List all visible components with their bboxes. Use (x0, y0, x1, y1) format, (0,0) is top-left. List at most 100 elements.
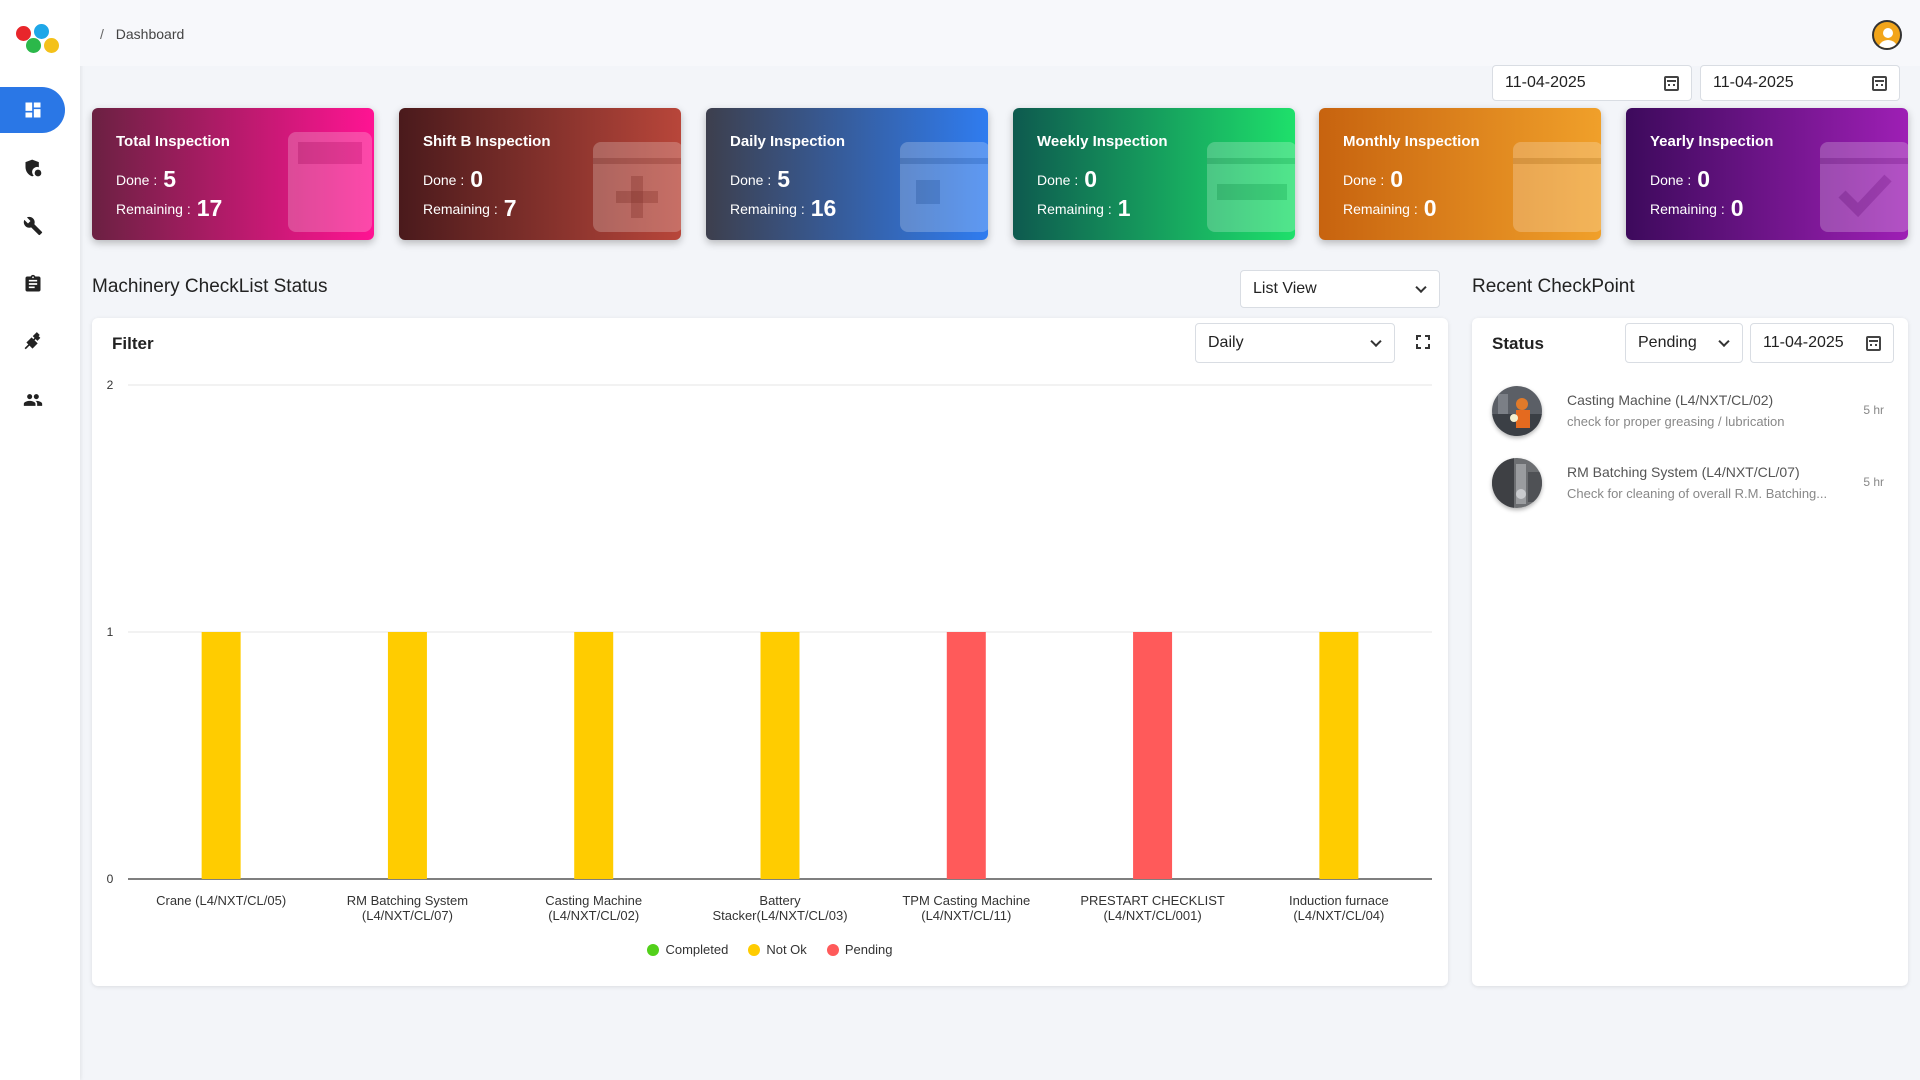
calendar-plus-icon (589, 128, 681, 236)
nav-tools[interactable] (0, 319, 65, 365)
top-bar: / Dashboard (80, 0, 1920, 66)
y-tick-label: 0 (107, 872, 114, 886)
calculator-icon (282, 128, 374, 236)
date-to-value: 11-04-2025 (1713, 74, 1794, 91)
calendar-week-icon (1203, 128, 1295, 236)
legend-label: Not Ok (766, 942, 807, 957)
status-select[interactable]: Pending (1625, 323, 1743, 363)
card-remaining-label: Remaining : (116, 201, 191, 217)
x-tick-label: Battery (759, 893, 801, 908)
card-title: Weekly Inspection (1037, 133, 1168, 150)
card-remaining-value: 0 (1423, 195, 1437, 221)
card-remaining-value: 0 (1730, 195, 1744, 221)
legend-dot-icon (647, 943, 660, 956)
card-done-label: Done : (423, 172, 465, 188)
summary-card[interactable]: Yearly Inspection Done : 0 Remaining : 0 (1626, 108, 1908, 240)
x-tick-label: Casting Machine (545, 893, 642, 908)
card-done-value: 5 (777, 166, 791, 192)
card-remaining-label: Remaining : (1037, 201, 1112, 217)
legend-item[interactable]: Not Ok (748, 942, 807, 957)
card-title: Monthly Inspection (1343, 133, 1480, 150)
x-tick-label: (L4/NXT/CL/11) (921, 908, 1011, 923)
card-done-value: 0 (470, 166, 484, 192)
wrench-icon (23, 216, 42, 236)
nav-users[interactable] (0, 377, 65, 423)
chart-bar[interactable] (574, 632, 614, 879)
chart-bar[interactable] (387, 632, 427, 879)
calendar-icon[interactable] (1866, 336, 1881, 351)
period-select[interactable]: Daily (1195, 323, 1395, 363)
recent-panel: Status Pending 11-04-2025 Casting Machin… (1472, 318, 1908, 986)
period-value: Daily (1208, 334, 1244, 351)
sidebar (0, 0, 80, 1080)
breadcrumb-separator: / (100, 26, 104, 42)
legend-dot-icon (748, 943, 761, 956)
card-remaining-label: Remaining : (1650, 201, 1725, 217)
nav-dashboard[interactable] (0, 87, 65, 133)
nav-security[interactable] (0, 145, 65, 191)
view-mode-value: List View (1253, 280, 1317, 297)
x-tick-label: Stacker(L4/NXT/CL/03) (712, 908, 847, 923)
calendar-icon[interactable] (1664, 76, 1679, 91)
breadcrumb-current[interactable]: Dashboard (115, 26, 185, 42)
x-tick-label: (L4/NXT/CL/001) (1103, 908, 1201, 923)
calendar-day-icon (896, 128, 988, 236)
user-avatar[interactable] (1872, 20, 1902, 50)
status-label: Status (1492, 334, 1544, 353)
legend-dot-icon (826, 943, 839, 956)
x-tick-label: PRESTART CHECKLIST (1080, 893, 1225, 908)
card-title: Yearly Inspection (1650, 133, 1774, 150)
chart-bar[interactable] (201, 632, 241, 879)
shield-gear-icon (25, 159, 41, 177)
summary-card[interactable]: Daily Inspection Done : 5 Remaining : 16 (706, 108, 988, 240)
filter-label: Filter (112, 334, 154, 353)
legend-item[interactable]: Completed (647, 942, 728, 957)
card-done-value: 0 (1390, 166, 1404, 192)
card-done-label: Done : (730, 172, 772, 188)
card-remaining: Remaining : 1 (1037, 195, 1131, 222)
date-from-input[interactable]: 11-04-2025 (1492, 65, 1692, 101)
card-remaining-label: Remaining : (423, 201, 498, 217)
calendar-icon[interactable] (1872, 76, 1887, 91)
card-done-label: Done : (1037, 172, 1079, 188)
card-remaining: Remaining : 0 (1343, 195, 1437, 222)
card-done-label: Done : (1650, 172, 1692, 188)
summary-card[interactable]: Weekly Inspection Done : 0 Remaining : 1 (1013, 108, 1295, 240)
users-icon (23, 394, 42, 406)
checkpoint-item[interactable]: RM Batching System (L4/NXT/CL/07) Check … (1492, 458, 1892, 518)
card-done-label: Done : (116, 172, 158, 188)
nav-checklist[interactable] (0, 261, 65, 307)
chart-bar[interactable] (1133, 632, 1173, 879)
checkpoint-subtitle: check for proper greasing / lubrication (1567, 414, 1785, 429)
breadcrumb: / Dashboard (100, 26, 184, 42)
app-logo[interactable] (14, 22, 66, 56)
checkpoint-item[interactable]: Casting Machine (L4/NXT/CL/02) check for… (1492, 386, 1892, 446)
chart-bar[interactable] (946, 632, 986, 879)
clipboard-icon (25, 274, 40, 292)
card-done: Done : 0 (1343, 166, 1403, 193)
legend-label: Pending (844, 942, 893, 957)
date-to-input[interactable]: 11-04-2025 (1700, 65, 1900, 101)
summary-card[interactable]: Monthly Inspection Done : 0 Remaining : 0 (1319, 108, 1601, 240)
checkpoint-subtitle: Check for cleaning of overall R.M. Batch… (1567, 486, 1828, 501)
summary-card[interactable]: Total Inspection Done : 5 Remaining : 17 (92, 108, 374, 240)
dashboard-icon (25, 102, 40, 118)
nav-maintenance[interactable] (0, 203, 65, 249)
view-mode-select[interactable]: List View (1240, 270, 1440, 308)
card-remaining: Remaining : 16 (730, 195, 836, 222)
chart-bar[interactable] (1319, 632, 1359, 879)
card-remaining-value: 1 (1117, 195, 1131, 221)
checkpoint-title: RM Batching System (L4/NXT/CL/07) (1567, 464, 1800, 480)
tools-icon (24, 332, 40, 350)
chart-bar[interactable] (760, 632, 800, 879)
checkpoint-time: 5 hr (1863, 403, 1884, 417)
legend-item[interactable]: Pending (826, 942, 893, 957)
x-tick-label: (L4/NXT/CL/07) (362, 908, 453, 923)
x-tick-label: (L4/NXT/CL/04) (1293, 908, 1384, 923)
fullscreen-icon[interactable] (1416, 335, 1430, 349)
card-title: Total Inspection (116, 133, 230, 150)
recent-date-input[interactable]: 11-04-2025 (1750, 323, 1894, 363)
summary-card[interactable]: Shift B Inspection Done : 0 Remaining : 7 (399, 108, 681, 240)
card-remaining-value: 7 (503, 195, 517, 221)
checkpoint-thumbnail (1492, 386, 1542, 436)
